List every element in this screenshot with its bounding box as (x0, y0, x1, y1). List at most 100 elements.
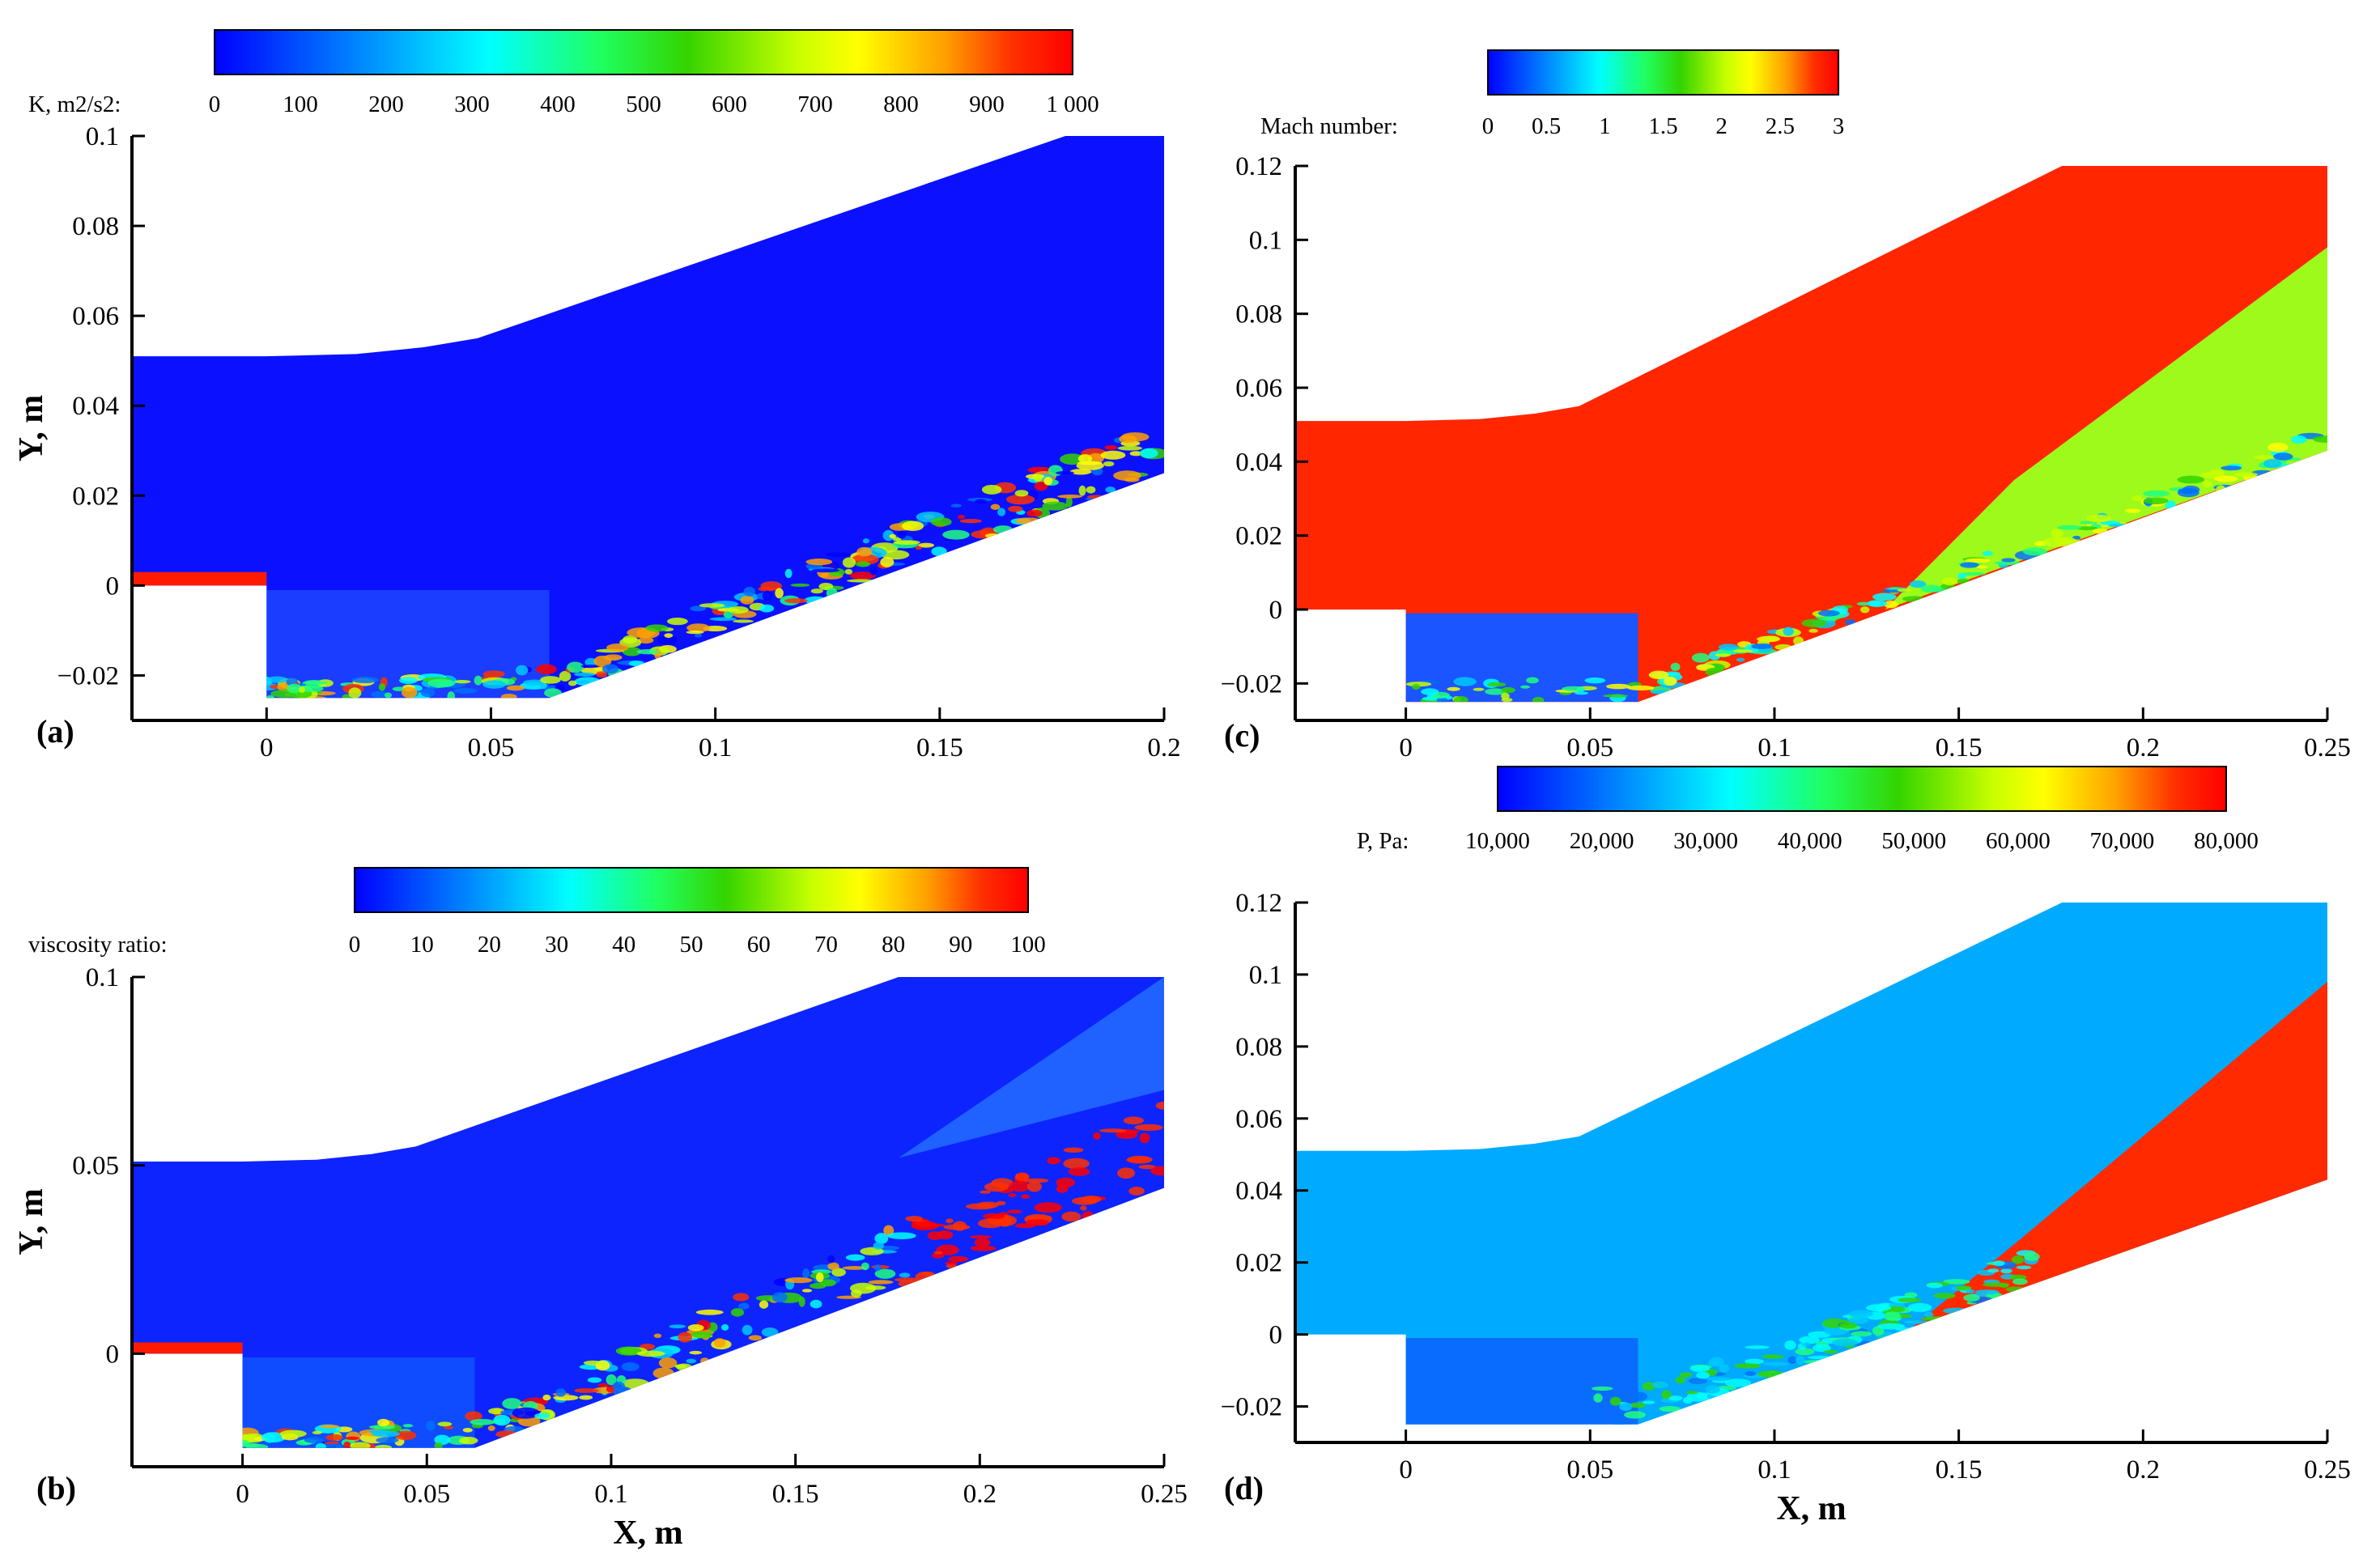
shear-layer-cell (1762, 1354, 1784, 1359)
shear-layer-cell (1113, 470, 1141, 481)
shear-layer-cell (1520, 685, 1531, 689)
shear-layer-cell (970, 1245, 997, 1251)
shear-layer-cell (1895, 1327, 1915, 1332)
shear-layer-cell (1063, 1147, 1084, 1153)
shear-layer-cell (874, 1268, 896, 1279)
x-tick-label: 0.15 (916, 733, 963, 763)
shear-layer-cell (583, 1360, 602, 1366)
field-d (1295, 903, 2327, 1425)
panel-label: (a) (36, 713, 74, 750)
shear-layer-cell (1005, 494, 1035, 505)
shear-layer-cell (465, 1411, 482, 1421)
shear-layer-cell (784, 1277, 813, 1284)
shear-layer-cell (2254, 455, 2274, 460)
shear-layer-cell (1710, 1357, 1724, 1367)
y-tick-label: 0.12 (1235, 152, 1282, 181)
shear-layer-cell (842, 557, 856, 568)
shear-layer-cell (957, 515, 966, 520)
shear-layer-cell (369, 1425, 396, 1429)
shear-layer-cell (723, 610, 733, 618)
shear-layer-cell (384, 692, 393, 699)
shear-layer-cell (378, 683, 386, 691)
colorbar-tick-label: 40 (612, 932, 635, 958)
shear-layer-cell (981, 484, 1002, 495)
shear-layer-cell (1902, 596, 1926, 602)
shear-layer-cell (815, 1272, 824, 1282)
shear-layer-cell (1733, 649, 1753, 653)
shear-layer-cell (1808, 628, 1818, 633)
shear-layer-cell (1763, 1361, 1789, 1366)
colorbar-tick-label: 50 (680, 932, 703, 958)
shear-layer-cell (1447, 686, 1460, 691)
y-tick-label: 0 (1269, 596, 1283, 625)
shear-layer-cell (2051, 529, 2063, 538)
shear-layer-cell (2076, 526, 2098, 531)
shear-layer-cell (946, 1218, 954, 1224)
shear-layer-cell (1103, 461, 1115, 467)
shear-layer-cell (2108, 524, 2136, 528)
shear-layer-cell (664, 633, 674, 639)
shear-layer-cell (567, 680, 577, 686)
shear-layer-cell (1411, 683, 1421, 690)
shear-layer-cell (458, 1437, 478, 1445)
shear-layer-cell (1043, 476, 1053, 486)
shear-layer-cell (1963, 1294, 1980, 1302)
shear-layer-cell (975, 499, 987, 504)
shear-layer-cell (856, 561, 870, 567)
y-tick-label: 0.04 (1235, 1177, 1282, 1206)
shear-layer-cell (1745, 1358, 1764, 1365)
shear-layer-cell (502, 1398, 522, 1409)
shear-layer-cell (2086, 514, 2112, 523)
panel-label: (b) (36, 1470, 76, 1506)
shear-layer-cell (1008, 505, 1023, 512)
shear-layer-cell (842, 1266, 868, 1270)
shear-layer-cell (652, 1367, 674, 1379)
shear-layer-cell (342, 694, 351, 699)
colorbar-tick-label: 0.5 (1532, 113, 1561, 139)
shear-layer-cell (1117, 1167, 1136, 1179)
shear-layer-cell (615, 1346, 642, 1356)
x-tick-label: 0.25 (2304, 1455, 2351, 1485)
x-axis-title: X, m (1776, 1490, 1846, 1527)
shear-layer-cell (2092, 528, 2108, 534)
shear-layer-cell (658, 1357, 678, 1369)
panel-label: (c) (1224, 717, 1260, 754)
field-b (132, 977, 1164, 1448)
shear-layer-cell (1987, 1268, 2000, 1273)
shear-layer-cell (398, 677, 418, 684)
shear-layer-cell (1784, 1340, 1796, 1350)
panel-d: P, Pa: 10,000 20,000 30,000 40,000 50,000 60,0… (1221, 766, 2351, 1527)
shear-layer-cell (515, 665, 529, 676)
colorbar-tick-label: 20,000 (1570, 828, 1634, 854)
shear-layer-cell (1007, 1209, 1022, 1214)
x-tick-label: 0.1 (594, 1480, 627, 1509)
shear-layer-cell (279, 1429, 307, 1438)
shear-layer-cell (394, 1430, 417, 1441)
shear-layer-cell (945, 1261, 958, 1265)
y-tick-label: −0.02 (1221, 669, 1282, 699)
shear-layer-cell (880, 557, 895, 567)
y-tick-label: 0.06 (1235, 1105, 1282, 1134)
shear-layer-cell (1957, 578, 1970, 584)
axes-d: 0 0.05 0.1 0.15 0.2 0.25 −0.02 0 0.02 0.04 0.06 0.0… (1221, 889, 2351, 1485)
shear-layer-cell (1086, 495, 1105, 499)
shear-layer-cell (1593, 1393, 1603, 1403)
shear-layer-cell (597, 1383, 610, 1387)
shear-layer-cell (320, 1425, 340, 1429)
shear-layer-cell (636, 1350, 665, 1357)
shear-layer-cell (1080, 1205, 1087, 1211)
shear-layer-cell (1942, 577, 1958, 586)
y-tick-label: 0.1 (1249, 961, 1282, 990)
shear-layer-cell (943, 1224, 971, 1230)
shear-layer-cell (894, 1277, 922, 1282)
shear-layer-cell (304, 681, 328, 686)
shear-layer-cell (487, 1425, 495, 1431)
shear-layer-cell (1865, 1304, 1892, 1312)
y-axis-title: Y, m (13, 395, 50, 461)
colorbar-tick-label: 2.5 (1766, 113, 1795, 139)
shear-layer-cell (1061, 1211, 1082, 1222)
x-tick-label: 0.25 (1141, 1480, 1188, 1509)
shear-layer-cell (1943, 1307, 1970, 1315)
y-tick-label: 0.1 (86, 122, 119, 151)
shear-layer-cell (865, 1285, 886, 1290)
